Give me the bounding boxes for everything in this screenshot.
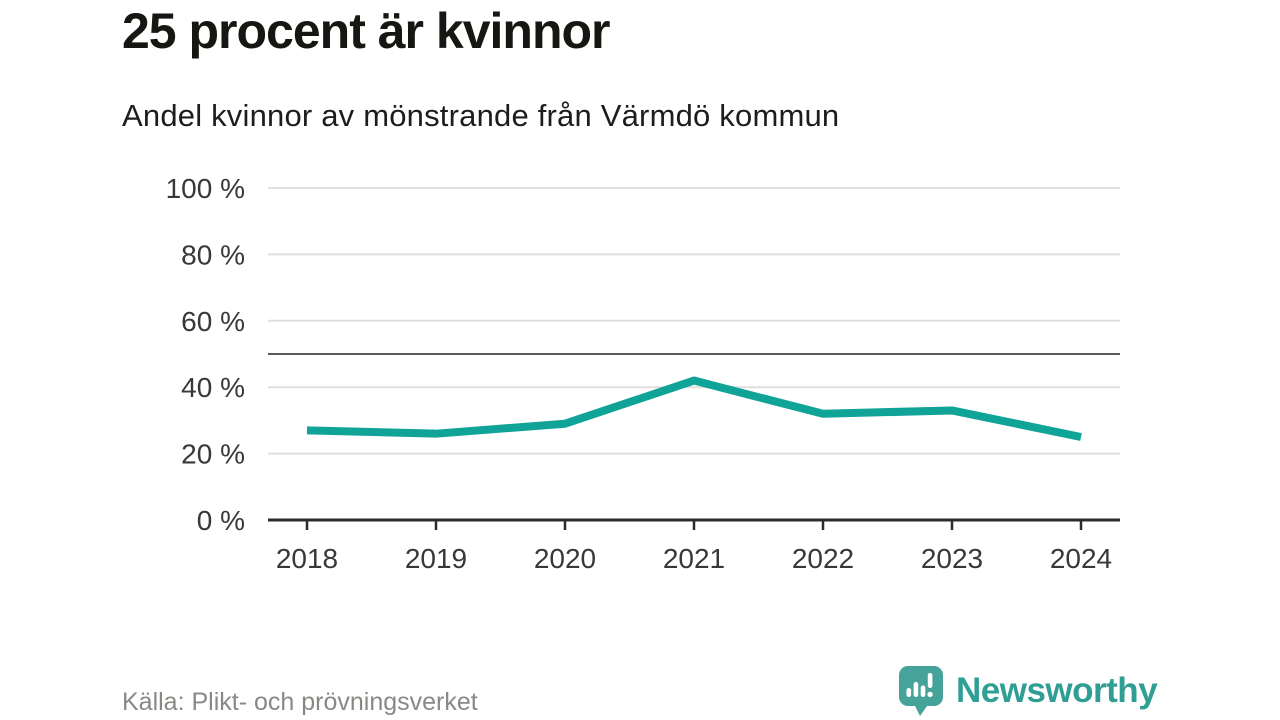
line-chart: 0 % 20 % 40 % 60 % 80 % 100 % 2018 2019 2020 2021… — [166, 173, 1120, 574]
y-tick-label: 20 % — [181, 439, 245, 470]
y-tick-label: 0 % — [197, 505, 245, 536]
y-tick-label: 80 % — [181, 239, 245, 270]
chart-title: 25 procent är kvinnor — [122, 3, 610, 59]
brand-name: Newsworthy — [956, 671, 1158, 710]
x-tick-label: 2022 — [792, 543, 854, 574]
brand-logo: Newsworthy — [897, 664, 1158, 718]
newsworthy-chart-speech-bubble-icon — [899, 666, 943, 716]
y-tick-label: 100 % — [166, 173, 245, 204]
x-tick-label: 2019 — [405, 543, 467, 574]
x-tick-label: 2020 — [534, 543, 596, 574]
y-tick-label: 40 % — [181, 372, 245, 403]
y-tick-label: 60 % — [181, 306, 245, 337]
x-tick-label: 2023 — [921, 543, 983, 574]
source-note: Källa: Plikt- och prövningsverket — [122, 688, 478, 716]
x-tick-label: 2018 — [276, 543, 338, 574]
x-tick-label: 2021 — [663, 543, 725, 574]
data-line-series — [306, 376, 1082, 441]
x-tick-label: 2024 — [1050, 543, 1112, 574]
logo-bars-and-exclamation — [906, 673, 933, 698]
chart-subtitle: Andel kvinnor av mönstrande från Värmdö … — [122, 98, 840, 133]
